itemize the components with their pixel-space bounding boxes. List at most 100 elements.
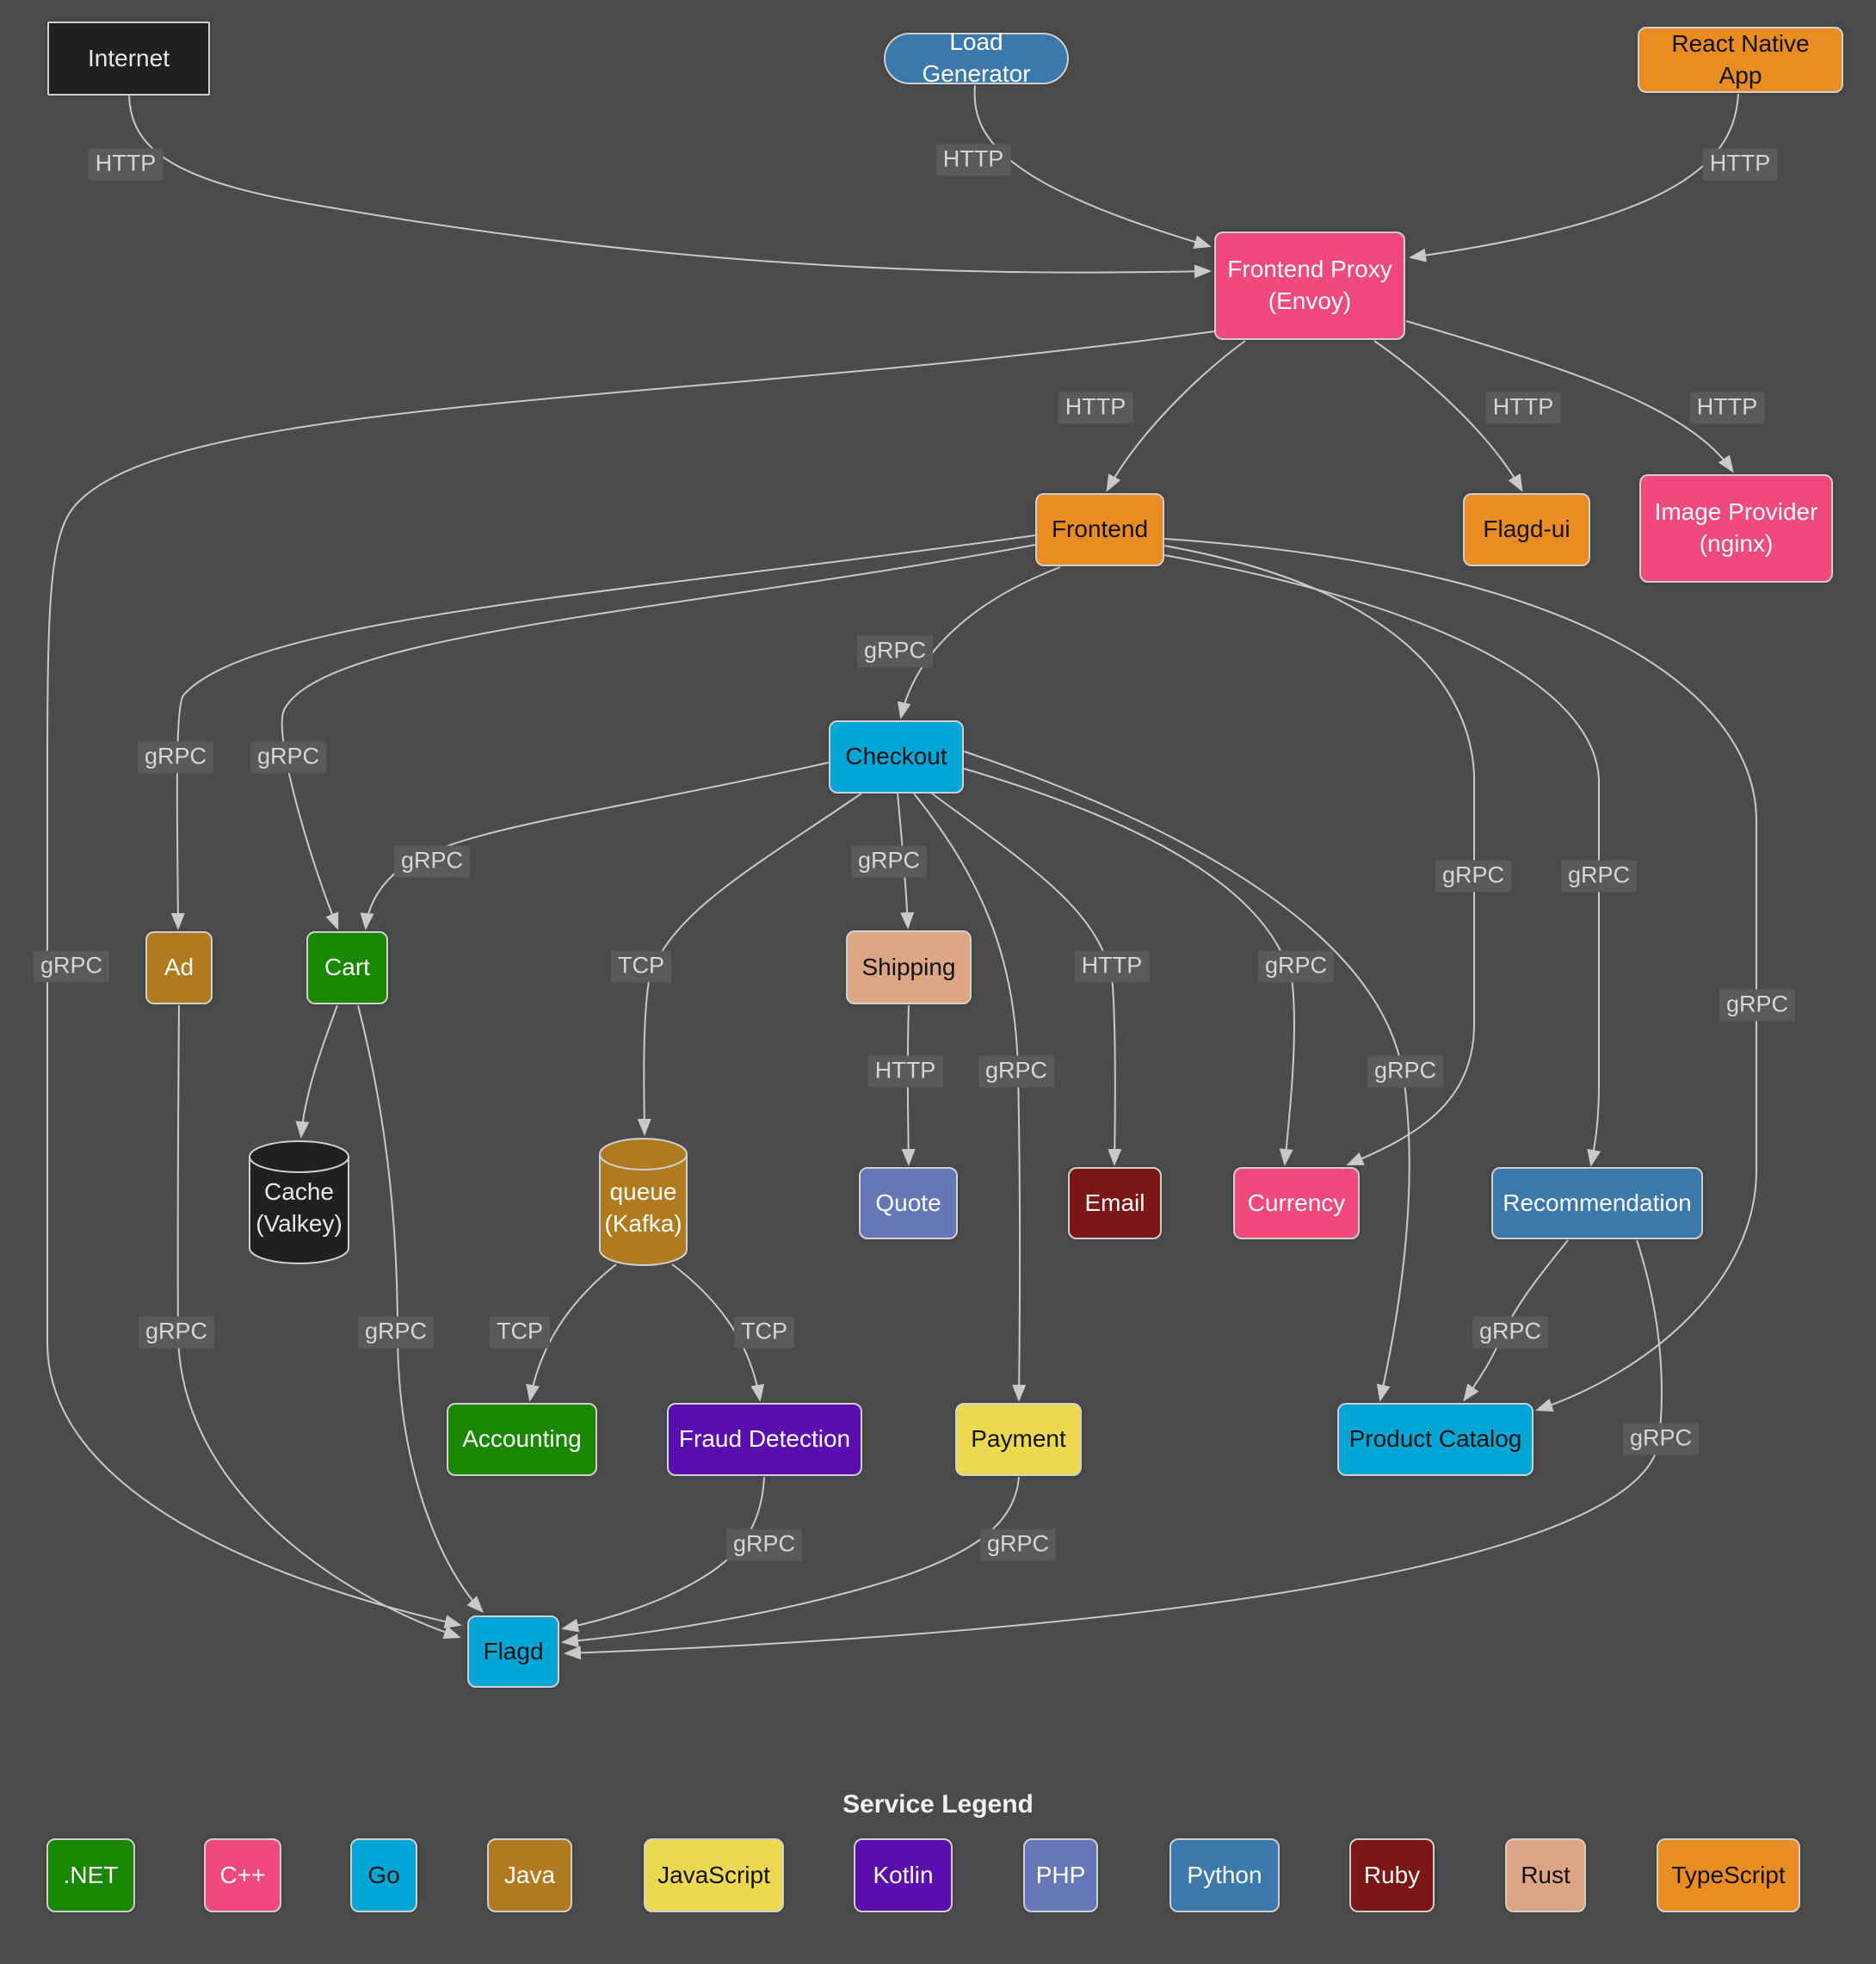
node-label: Fraud Detection [678, 1425, 851, 1453]
edge-label-frontend-to-cart: gRPC [250, 741, 327, 774]
edge-label-checkout-to-email: HTTP [1074, 950, 1150, 983]
edge-shipping-to-quote [901, 1004, 916, 1166]
node-cache: Cache (Valkey) [248, 1139, 350, 1265]
node-product-catalog: Product Catalog [1337, 1403, 1534, 1476]
edge-label-payment-to-flagd: gRPC [979, 1529, 1057, 1561]
edge-recommendation-to-flagd [564, 1239, 1663, 1660]
node-label: Image Provider (nginx) [1654, 498, 1818, 557]
node-label: Flagd-ui [1483, 516, 1571, 543]
edge-payment-to-flagd [561, 1476, 1020, 1648]
edge-frontend-to-currency [1163, 545, 1475, 1166]
legend-item-go: Go [350, 1838, 417, 1912]
node-label: Recommendation [1503, 1189, 1692, 1216]
edge-label-frontend-to-checkout: gRPC [856, 635, 934, 668]
edge-ad-to-flagd [176, 1004, 461, 1640]
edge-frontend-to-ad [170, 534, 1036, 930]
node-label: Internet [88, 44, 170, 71]
legend-item-java: Java [487, 1838, 572, 1912]
edge-frontend-to-product-catalog [1163, 538, 1757, 1412]
node-quote: Quote [859, 1167, 958, 1239]
legend-item-ruby: Ruby [1349, 1838, 1435, 1912]
legend-item-javascript: JavaScript [644, 1838, 784, 1912]
edge-label-internet-to-frontend-proxy: HTTP [88, 148, 164, 181]
edge-load-generator-to-frontend-proxy [973, 84, 1212, 249]
node-load-generator: Load Generator [884, 28, 1069, 87]
node-accounting: Accounting [447, 1403, 597, 1476]
edge-label-checkout-to-queue: TCP [611, 950, 671, 983]
legend-item-kotlin: Kotlin [854, 1838, 953, 1912]
edge-label-queue-to-fraud-detection: TCP [734, 1316, 794, 1349]
legend-item-php: PHP [1023, 1838, 1098, 1912]
node-label: Flagd [483, 1637, 544, 1664]
edge-label-recommendation-to-flagd: gRPC [1622, 1423, 1700, 1455]
edge-queue-to-fraud-detection [671, 1263, 764, 1402]
edge-frontend-proxy-to-flagd [46, 330, 1215, 1629]
edge-checkout-to-cart [360, 762, 830, 930]
node-email: Email [1068, 1167, 1162, 1239]
database-cylinder-icon [599, 1138, 688, 1266]
node-label: Checkout [845, 743, 947, 770]
node-label: Cache (Valkey) [256, 1178, 342, 1237]
node-currency: Currency [1233, 1167, 1360, 1239]
node-cart: Cart [306, 931, 388, 1004]
node-shipping: Shipping [846, 930, 972, 1004]
node-checkout: Checkout [829, 720, 964, 794]
node-flagd: Flagd [467, 1615, 559, 1688]
edge-label-shipping-to-quote: HTTP [867, 1055, 943, 1088]
node-frontend: Frontend [1035, 493, 1164, 566]
edge-frontend-to-checkout [897, 566, 1061, 720]
node-payment: Payment [955, 1403, 1082, 1476]
edge-cart-to-cache [295, 1004, 338, 1139]
edge-internet-to-frontend-proxy [128, 95, 1212, 279]
node-label: Quote [875, 1189, 941, 1216]
node-label: Product Catalog [1348, 1425, 1522, 1453]
edge-frontend-proxy-to-flagd-ui [1373, 340, 1523, 492]
edge-label-checkout-to-shipping: gRPC [850, 845, 928, 878]
edge-label-frontend-proxy-to-flagd: gRPC [33, 950, 110, 983]
node-label: Frontend [1051, 516, 1149, 543]
legend-item-typescript: TypeScript [1657, 1838, 1800, 1912]
edge-label-frontend-to-product-catalog: gRPC [1719, 989, 1796, 1022]
edge-label-checkout-to-cart: gRPC [393, 845, 471, 878]
edge-label-frontend-to-currency: gRPC [1435, 860, 1512, 892]
node-label: Payment [971, 1425, 1066, 1453]
edge-label-ad-to-flagd: gRPC [138, 1316, 215, 1349]
node-recommendation: Recommendation [1491, 1167, 1703, 1239]
edge-label-checkout-to-currency: gRPC [1257, 950, 1335, 983]
legend-item-c: C++ [204, 1838, 281, 1912]
edge-label-load-generator-to-frontend-proxy: HTTP [935, 144, 1011, 176]
edge-label-fraud-detection-to-flagd: gRPC [725, 1529, 803, 1561]
edge-label-frontend-proxy-to-image-provider: HTTP [1689, 392, 1765, 424]
node-react-native-app: React Native App [1638, 27, 1843, 93]
edge-checkout-to-payment [913, 793, 1027, 1402]
node-label: React Native App [1671, 29, 1810, 89]
edge-checkout-to-queue [637, 793, 862, 1136]
node-label: Load Generator [922, 28, 1031, 87]
edge-label-cart-to-flagd: gRPC [357, 1316, 435, 1349]
edge-label-frontend-proxy-to-frontend: HTTP [1058, 392, 1133, 424]
node-fraud-detection: Fraud Detection [667, 1403, 862, 1476]
legend-item-rust: Rust [1505, 1838, 1586, 1912]
edge-label-react-native-app-to-frontend-proxy: HTTP [1702, 148, 1778, 181]
edge-label-checkout-to-product-catalog: gRPC [1367, 1055, 1444, 1088]
edge-label-frontend-to-ad: gRPC [137, 741, 214, 774]
node-frontend-proxy: Frontend Proxy (Envoy) [1214, 232, 1405, 340]
legend-item-net: .NET [46, 1838, 135, 1912]
node-label: Currency [1247, 1189, 1346, 1216]
edge-frontend-proxy-to-frontend [1106, 340, 1246, 492]
node-label: Cart [324, 954, 370, 981]
node-image-provider: Image Provider (nginx) [1639, 474, 1833, 583]
edge-label-frontend-proxy-to-flagd-ui: HTTP [1485, 392, 1561, 424]
node-label: Frontend Proxy (Envoy) [1227, 256, 1392, 314]
edge-checkout-to-product-catalog [963, 750, 1410, 1402]
legend-title: Service Legend [842, 1790, 1034, 1819]
node-internet: Internet [47, 22, 210, 96]
edge-label-checkout-to-payment: gRPC [978, 1055, 1055, 1088]
node-queue: queue (Kafka) [598, 1137, 688, 1267]
edge-label-queue-to-accounting: TCP [490, 1316, 550, 1349]
node-flagd-ui: Flagd-ui [1463, 493, 1590, 566]
edge-frontend-proxy-to-image-provider [1405, 320, 1734, 473]
edge-label-recommendation-to-product-catalog: gRPC [1472, 1316, 1549, 1349]
database-cylinder-icon [249, 1140, 349, 1264]
